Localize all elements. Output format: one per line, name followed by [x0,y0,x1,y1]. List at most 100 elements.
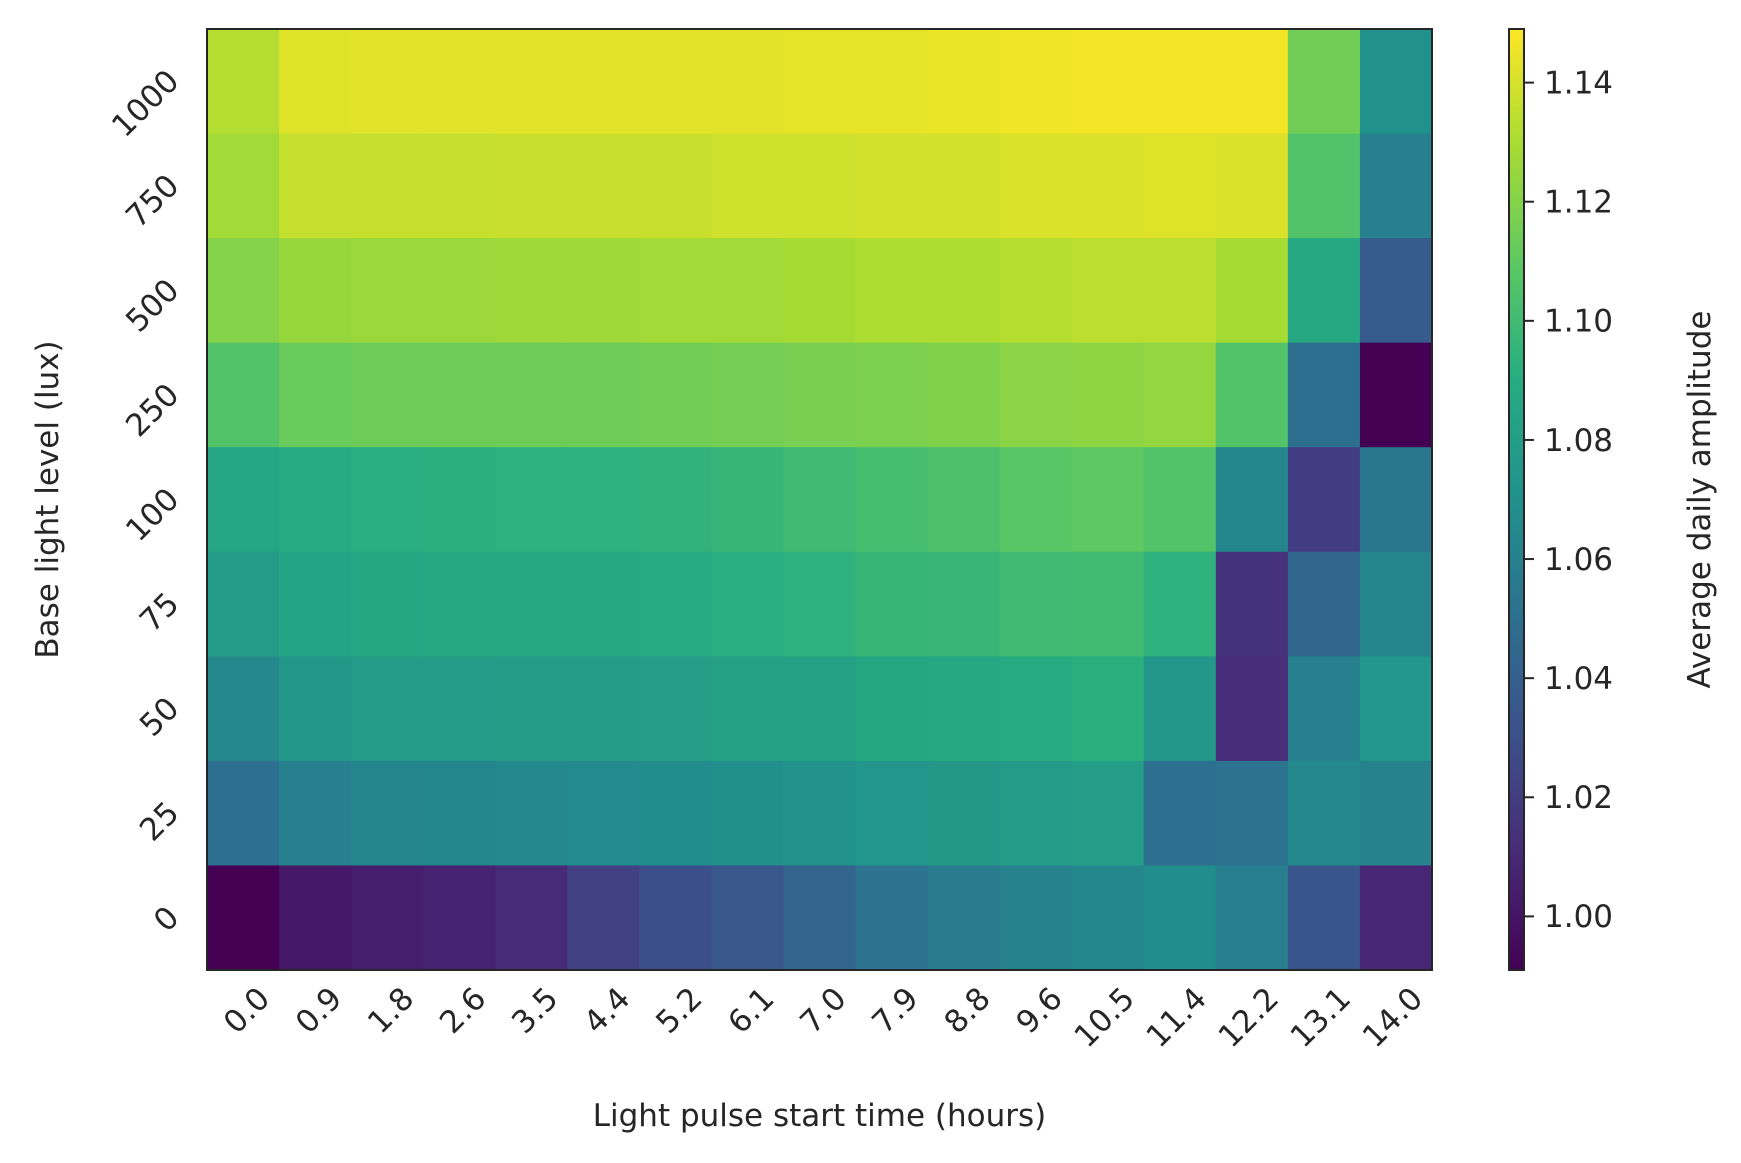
heatmap-cell [1143,133,1217,239]
heatmap-cell [999,760,1073,867]
heatmap-cell [279,865,352,971]
x-tick-label: 4.4 [577,981,637,1041]
heatmap-cell [207,760,280,867]
x-tick-label: 5.2 [649,981,709,1041]
colorbar-tick-label: 1.04 [1544,661,1613,697]
heatmap-cell [927,238,1001,344]
heatmap-cell [1287,133,1361,239]
heatmap-cell [711,238,785,344]
heatmap-cell [1071,447,1145,553]
heatmap-cell [711,551,785,657]
heatmap-cell [639,447,713,553]
heatmap-cell [1071,656,1145,762]
heatmap-cell [1071,238,1145,344]
heatmap-cell [423,865,496,971]
heatmap-cell [927,29,1001,135]
heatmap-cell [855,342,929,448]
heatmap-cell [1215,447,1289,553]
heatmap-cell [423,447,496,553]
heatmap-cell [1287,865,1361,971]
heatmap-cell [351,238,424,344]
heatmap-cell [351,760,424,867]
heatmap-cell [279,447,352,553]
heatmap-cell [423,760,496,867]
heatmap-cell [927,656,1001,762]
heatmap-cell [279,29,352,135]
heatmap-cell [1287,342,1361,448]
x-tick-label: 11.4 [1140,981,1214,1055]
heatmap-cell [927,760,1001,867]
plot-frame [206,28,1433,971]
heatmap-cell [1143,760,1217,867]
heatmap-cell [567,760,640,867]
heatmap-cell [711,447,785,553]
heatmap-cell [711,342,785,448]
heatmap-cell [855,238,929,344]
colorbar-tick-labels: 1.00 1.02 1.04 1.06 1.08 1.10 1.12 1.14 [1524,65,1613,935]
heatmap-cell [711,865,785,971]
heatmap-cell [1215,238,1289,344]
heatmap-cell [927,447,1001,553]
heatmap-cell [639,760,713,867]
heatmap-cell [1359,29,1433,135]
heatmap-cell [999,447,1073,553]
heatmap-cell [1071,865,1145,971]
heatmap-cell [495,865,568,971]
y-tick-label: 50 [133,690,186,743]
heatmap-cell [783,238,857,344]
heatmap-cell [351,551,424,657]
heatmap-cell [423,238,496,344]
x-axis-label: Light pulse start time (hours) [593,1098,1047,1134]
heatmap-cell [279,133,352,239]
x-tick-label: 3.5 [505,981,565,1041]
heatmap-cell [783,447,857,553]
heatmap-cell [783,29,857,135]
heatmap-cell [207,447,280,553]
heatmap-cell [423,342,496,448]
heatmap-cell [1287,238,1361,344]
heatmap-cell [999,238,1073,344]
x-tick-label: 7.9 [865,981,925,1041]
heatmap-cell [207,29,280,135]
heatmap-cell [1143,865,1217,971]
heatmap-cell [351,29,424,135]
heatmap-cell [783,133,857,239]
heatmap-cell [567,29,640,135]
heatmap-cell [1359,551,1433,657]
heatmap-cell [927,133,1001,239]
heatmap-cell [1215,865,1289,971]
heatmap-cell [639,865,713,971]
y-tick-label: 75 [133,586,186,639]
colorbar-label: Average daily amplitude [1682,311,1718,689]
heatmap-cell [1287,760,1361,867]
heatmap-cell [351,865,424,971]
heatmap-cell [1287,551,1361,657]
heatmap-cell [1359,865,1433,971]
y-tick-label: 750 [119,168,186,235]
heatmap-cell [855,865,929,971]
heatmap-cell [1071,342,1145,448]
heatmap-cell [855,656,929,762]
heatmap-cell [1143,447,1217,553]
x-tick-label: 1.8 [361,981,421,1041]
heatmap-cell [1215,656,1289,762]
heatmap-cell [783,551,857,657]
heatmap-cell [639,656,713,762]
heatmap-cell [999,342,1073,448]
heatmap-cells [207,29,1433,971]
colorbar-tick-label: 1.12 [1544,185,1613,221]
heatmap-cell [1287,447,1361,553]
heatmap-cell [999,656,1073,762]
heatmap-cell [783,865,857,971]
heatmap-cell [495,342,568,448]
colorbar-tick-label: 1.10 [1544,304,1613,340]
heatmap-cell [999,29,1073,135]
heatmap-cell [1143,342,1217,448]
heatmap-cell [711,656,785,762]
heatmap-cell [1143,238,1217,344]
heatmap-cell [1071,551,1145,657]
x-tick-label: 7.0 [793,981,853,1041]
heatmap-cell [1359,133,1433,239]
